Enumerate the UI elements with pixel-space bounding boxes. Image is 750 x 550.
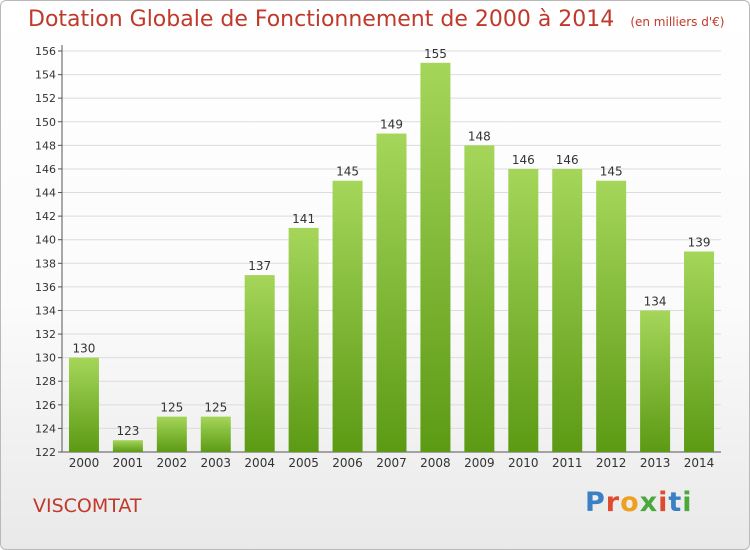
proxiti-logo: Proxiti xyxy=(585,487,693,518)
logo-letter: x xyxy=(639,487,659,518)
bar-value-label: 141 xyxy=(292,212,315,226)
bar xyxy=(376,133,407,452)
logo-letter: i xyxy=(682,487,693,518)
bar xyxy=(464,145,495,452)
x-tick-label: 2014 xyxy=(684,456,715,470)
y-tick-label: 156 xyxy=(35,45,56,58)
x-tick-label: 2013 xyxy=(640,456,671,470)
bar xyxy=(420,62,451,452)
y-tick-label: 122 xyxy=(35,446,56,459)
x-tick-label: 2000 xyxy=(69,456,100,470)
x-tick-label: 2010 xyxy=(508,456,539,470)
bar-value-label: 155 xyxy=(424,47,447,61)
y-tick-label: 148 xyxy=(35,139,56,152)
x-tick-label: 2005 xyxy=(288,456,319,470)
y-tick-label: 140 xyxy=(35,234,56,247)
title-unit: (en milliers d'€) xyxy=(630,15,725,29)
bar xyxy=(596,180,627,452)
bar xyxy=(68,357,99,452)
logo-letter: o xyxy=(620,487,640,518)
y-tick-label: 138 xyxy=(35,257,56,270)
bar-value-label: 137 xyxy=(248,259,271,273)
bar xyxy=(332,180,363,452)
y-tick-label: 136 xyxy=(35,281,56,294)
y-tick-label: 142 xyxy=(35,210,56,223)
bar-value-label: 139 xyxy=(688,236,711,250)
x-tick-label: 2006 xyxy=(332,456,363,470)
bar xyxy=(156,416,187,452)
y-tick-label: 144 xyxy=(35,187,56,200)
x-tick-label: 2012 xyxy=(596,456,627,470)
x-tick-label: 2011 xyxy=(552,456,583,470)
bar xyxy=(200,416,231,452)
y-tick-label: 152 xyxy=(35,92,56,105)
y-tick-label: 130 xyxy=(35,352,56,365)
bar-value-label: 130 xyxy=(73,342,96,356)
bar xyxy=(552,168,583,453)
y-tick-label: 126 xyxy=(35,399,56,412)
y-tick-label: 132 xyxy=(35,328,56,341)
x-tick-label: 2002 xyxy=(157,456,188,470)
y-tick-label: 134 xyxy=(35,304,56,317)
bar-value-label: 134 xyxy=(644,294,667,308)
bar-value-label: 148 xyxy=(468,129,491,143)
y-tick-label: 154 xyxy=(35,69,56,82)
bar-value-label: 125 xyxy=(204,401,227,415)
commune-name: VISCOMTAT xyxy=(33,495,142,517)
y-tick-label: 128 xyxy=(35,375,56,388)
bar xyxy=(112,440,143,452)
y-tick-label: 146 xyxy=(35,163,56,176)
bar xyxy=(508,168,539,453)
x-tick-label: 2009 xyxy=(464,456,495,470)
x-tick-label: 2004 xyxy=(244,456,275,470)
bar-value-label: 123 xyxy=(116,424,139,438)
x-tick-label: 2003 xyxy=(200,456,231,470)
x-tick-label: 2007 xyxy=(376,456,407,470)
y-tick-label: 124 xyxy=(35,422,56,435)
bar-value-label: 149 xyxy=(380,118,403,132)
bar-value-label: 146 xyxy=(512,153,535,167)
bar-value-label: 145 xyxy=(336,165,359,179)
bar xyxy=(684,251,715,452)
logo-letter: t xyxy=(668,487,683,518)
x-tick-label: 2008 xyxy=(420,456,451,470)
bar-value-label: 146 xyxy=(556,153,579,167)
bar xyxy=(244,275,275,452)
y-tick-label: 150 xyxy=(35,116,56,129)
x-tick-label: 2001 xyxy=(113,456,144,470)
bar-value-label: 125 xyxy=(160,401,183,415)
logo-letter: i xyxy=(658,487,669,518)
logo-letter: P xyxy=(585,487,606,518)
chart-title: Dotation Globale de Fonctionnement de 20… xyxy=(28,7,724,32)
logo-letter: r xyxy=(605,487,621,518)
bar xyxy=(288,227,319,452)
bar-value-label: 145 xyxy=(600,165,623,179)
title-text: Dotation Globale de Fonctionnement de 20… xyxy=(28,7,615,32)
bar xyxy=(640,310,671,452)
